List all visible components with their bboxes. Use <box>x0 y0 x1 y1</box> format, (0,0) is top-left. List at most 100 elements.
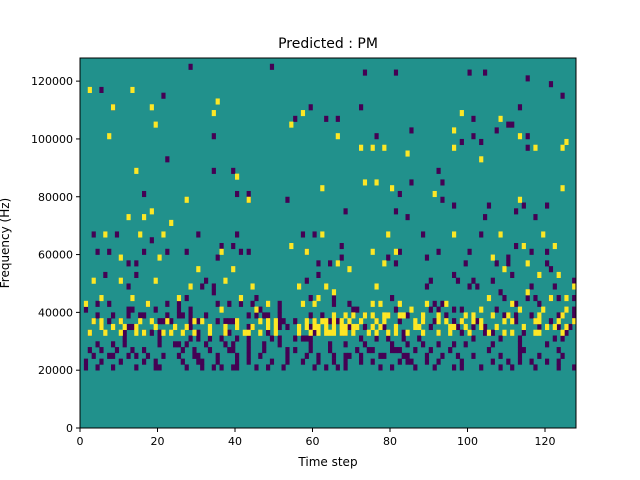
heatmap-cell-low <box>269 335 275 342</box>
heatmap-cell-low <box>95 341 100 348</box>
heatmap-cell-low <box>331 295 337 302</box>
heatmap-cell-high <box>486 329 492 336</box>
heatmap-cell-low <box>548 81 554 88</box>
x-tick-label: 120 <box>535 435 556 448</box>
heatmap-cell-low <box>463 260 468 267</box>
heatmap-cell-low <box>169 318 174 325</box>
heatmap-cell-high <box>502 318 507 325</box>
heatmap-cell-high <box>343 312 348 319</box>
heatmap-cell-high <box>498 115 503 122</box>
heatmap-cell-high <box>355 323 360 331</box>
heatmap-cell-low <box>246 341 251 348</box>
y-tick-label: 60000 <box>38 249 73 262</box>
heatmap-cell-low <box>331 358 337 365</box>
heatmap-cell-low <box>246 347 251 354</box>
heatmap-cell-low <box>211 133 216 140</box>
heatmap-cell-low <box>103 271 108 278</box>
heatmap-cell-high <box>351 323 356 331</box>
heatmap-cell-high <box>366 329 371 336</box>
heatmap-cell-high <box>541 306 546 313</box>
heatmap-cell-low <box>111 312 116 319</box>
x-axis-ticks: 0 20 40 60 80 100 120 <box>77 428 556 448</box>
heatmap-cell-low <box>266 329 271 336</box>
heatmap-cell-high <box>324 323 329 331</box>
heatmap-cell-high <box>417 323 422 331</box>
heatmap-cell-low <box>355 306 360 313</box>
heatmap-cell-high <box>142 329 147 336</box>
heatmap-cell-low <box>486 202 492 209</box>
heatmap-cell-high <box>242 329 247 336</box>
heatmap-cell-low <box>328 260 333 267</box>
heatmap-cell-low <box>506 260 511 267</box>
heatmap-cell-low <box>424 254 430 261</box>
heatmap-cell-high <box>180 329 185 336</box>
heatmap-cell-high <box>153 277 158 284</box>
heatmap-cell-low <box>308 347 313 354</box>
heatmap-cell-low <box>397 347 402 354</box>
heatmap-cell-high <box>564 306 569 313</box>
heatmap-cell-low <box>444 312 449 319</box>
heatmap-cell-low <box>471 133 476 140</box>
heatmap-cell-high <box>331 312 337 319</box>
heatmap-cell-high <box>266 318 271 325</box>
heatmap-cell-low <box>130 347 135 354</box>
heatmap-cell-low <box>331 300 337 307</box>
heatmap-cell-high <box>413 318 418 325</box>
heatmap-cell-low <box>324 364 329 371</box>
heatmap-cell-high <box>401 312 406 319</box>
heatmap-cell-low <box>514 318 519 325</box>
heatmap-cell-low <box>153 364 158 371</box>
heatmap-cell-high <box>235 323 240 331</box>
heatmap-cell-high <box>184 323 189 331</box>
heatmap-cell-low <box>246 190 251 198</box>
heatmap-cell-low <box>157 364 162 371</box>
heatmap-cell-low <box>231 243 236 250</box>
heatmap-cell-low <box>126 306 131 313</box>
heatmap-cell-high <box>421 329 426 336</box>
heatmap-cell-high <box>490 312 495 319</box>
heatmap-cell-low <box>95 300 100 307</box>
heatmap-cell-high <box>238 295 244 302</box>
heatmap-cell-low <box>436 358 441 365</box>
heatmap-cell-low <box>556 358 561 365</box>
heatmap-cell-low <box>556 347 561 354</box>
heatmap-cell-high <box>370 248 375 255</box>
heatmap-cell-high <box>134 323 139 331</box>
heatmap-cell-low <box>359 358 364 365</box>
heatmap-cell-high <box>525 260 530 267</box>
heatmap-cell-low <box>231 347 236 354</box>
heatmap-cell-low <box>386 254 391 261</box>
heatmap-cell-low <box>149 329 154 336</box>
heatmap-cell-low <box>568 323 573 331</box>
heatmap-cell-low <box>281 364 286 371</box>
heatmap-cell-low <box>440 300 445 307</box>
heatmap-cell-low <box>304 277 309 284</box>
heatmap-cell-high <box>138 318 143 325</box>
heatmap-cell-low <box>126 352 131 359</box>
heatmap-cell-low <box>436 341 441 348</box>
heatmap-cell-low <box>122 341 127 348</box>
heatmap-cell-high <box>304 248 309 255</box>
heatmap-cell-high <box>556 318 561 325</box>
heatmap-cell-high <box>169 219 174 226</box>
y-tick-label: 120000 <box>31 75 73 88</box>
heatmap-cell-low <box>204 312 209 319</box>
heatmap-cell-low <box>362 341 368 348</box>
heatmap-cell-low <box>142 347 147 354</box>
heatmap-cell-low <box>401 335 406 342</box>
heatmap-cell-high <box>409 306 414 313</box>
heatmap-cell-low <box>188 306 193 313</box>
heatmap-cell-low <box>514 300 519 307</box>
heatmap-cell-low <box>285 196 290 203</box>
heatmap-cell-high <box>397 312 402 319</box>
heatmap-cell-low <box>374 335 379 342</box>
heatmap-cell-low <box>347 323 352 331</box>
heatmap-cell-low <box>533 295 538 302</box>
heatmap-cell-high <box>196 266 201 273</box>
heatmap-cell-high <box>359 318 364 325</box>
heatmap-cell-low <box>370 358 375 365</box>
heatmap-cell-low <box>176 306 182 313</box>
heatmap-cell-low <box>471 335 476 342</box>
heatmap-cell-low <box>471 115 476 122</box>
heatmap-cell-high <box>436 318 441 325</box>
